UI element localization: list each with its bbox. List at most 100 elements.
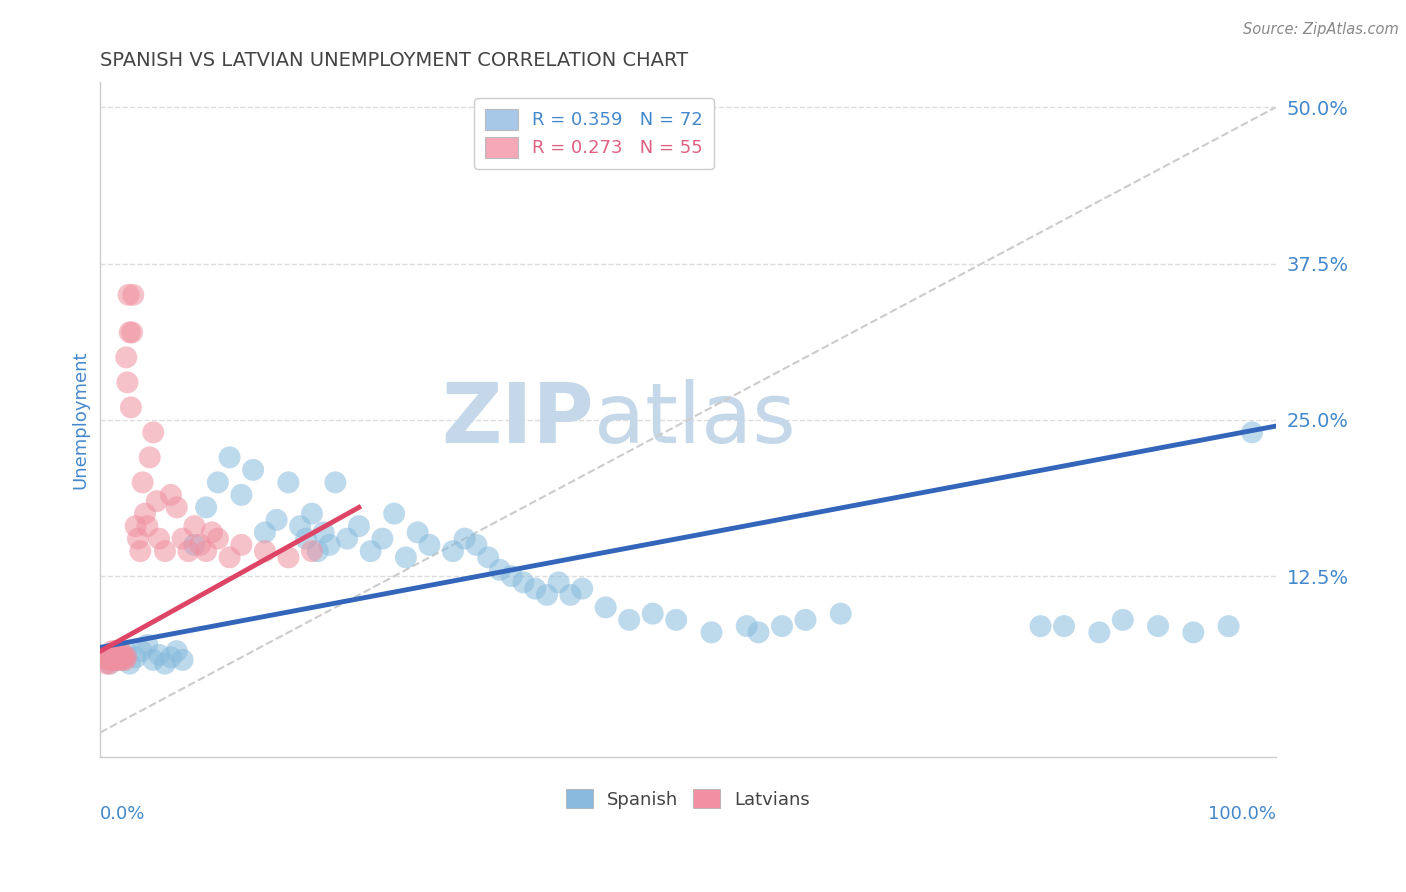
Point <box>112 648 135 662</box>
Point <box>118 326 141 340</box>
Point <box>295 532 318 546</box>
Point <box>312 525 335 540</box>
Point <box>253 544 276 558</box>
Point <box>134 507 156 521</box>
Point <box>195 500 218 515</box>
Point <box>124 519 146 533</box>
Point <box>172 653 194 667</box>
Point <box>453 532 475 546</box>
Point <box>104 644 127 658</box>
Text: ZIP: ZIP <box>441 379 593 460</box>
Point <box>111 650 134 665</box>
Point <box>288 519 311 533</box>
Point <box>360 544 382 558</box>
Point <box>1218 619 1240 633</box>
Point <box>770 619 793 633</box>
Point <box>441 544 464 558</box>
Point <box>1241 425 1264 440</box>
Point <box>101 650 124 665</box>
Point <box>253 525 276 540</box>
Point <box>382 507 405 521</box>
Point <box>418 538 440 552</box>
Point <box>524 582 547 596</box>
Text: Source: ZipAtlas.com: Source: ZipAtlas.com <box>1243 22 1399 37</box>
Point <box>547 575 569 590</box>
Point <box>107 648 129 662</box>
Point <box>93 650 115 665</box>
Point <box>166 500 188 515</box>
Point <box>560 588 582 602</box>
Point <box>489 563 512 577</box>
Point <box>110 653 132 667</box>
Point <box>595 600 617 615</box>
Text: 100.0%: 100.0% <box>1208 805 1275 822</box>
Point <box>1182 625 1205 640</box>
Point <box>98 657 121 671</box>
Point <box>700 625 723 640</box>
Point <box>307 544 329 558</box>
Point <box>100 653 122 667</box>
Point <box>347 519 370 533</box>
Point <box>371 532 394 546</box>
Point <box>138 450 160 465</box>
Point <box>641 607 664 621</box>
Point <box>747 625 769 640</box>
Point <box>201 525 224 540</box>
Point <box>142 425 165 440</box>
Point <box>110 653 132 667</box>
Point <box>160 650 183 665</box>
Point <box>336 532 359 546</box>
Point <box>142 653 165 667</box>
Point <box>571 582 593 596</box>
Point <box>96 657 118 671</box>
Y-axis label: Unemployment: Unemployment <box>72 351 89 489</box>
Point <box>172 532 194 546</box>
Point <box>830 607 852 621</box>
Point <box>124 650 146 665</box>
Point <box>129 544 152 558</box>
Text: SPANISH VS LATVIAN UNEMPLOYMENT CORRELATION CHART: SPANISH VS LATVIAN UNEMPLOYMENT CORRELAT… <box>100 51 689 70</box>
Point <box>465 538 488 552</box>
Point <box>153 657 176 671</box>
Point <box>1053 619 1076 633</box>
Point <box>127 532 149 546</box>
Point <box>117 288 139 302</box>
Point <box>536 588 558 602</box>
Point <box>395 550 418 565</box>
Point <box>188 538 211 552</box>
Point <box>1029 619 1052 633</box>
Point <box>101 650 124 665</box>
Point <box>148 532 170 546</box>
Point <box>117 376 139 390</box>
Point <box>477 550 499 565</box>
Point <box>195 544 218 558</box>
Point <box>131 644 153 658</box>
Point <box>242 463 264 477</box>
Point <box>112 650 135 665</box>
Point <box>118 657 141 671</box>
Point <box>96 650 118 665</box>
Point <box>121 326 143 340</box>
Point <box>301 507 323 521</box>
Point <box>277 550 299 565</box>
Point <box>115 650 138 665</box>
Point <box>166 644 188 658</box>
Point <box>207 532 229 546</box>
Legend: Spanish, Latvians: Spanish, Latvians <box>558 782 817 816</box>
Point <box>148 648 170 662</box>
Point <box>136 638 159 652</box>
Point <box>1112 613 1135 627</box>
Point <box>104 653 127 667</box>
Point <box>794 613 817 627</box>
Point <box>115 644 138 658</box>
Point <box>114 653 136 667</box>
Point <box>153 544 176 558</box>
Point <box>122 288 145 302</box>
Point <box>108 650 131 665</box>
Point <box>103 653 125 667</box>
Point <box>145 494 167 508</box>
Point <box>665 613 688 627</box>
Point <box>1147 619 1170 633</box>
Point <box>218 450 240 465</box>
Point <box>96 650 118 665</box>
